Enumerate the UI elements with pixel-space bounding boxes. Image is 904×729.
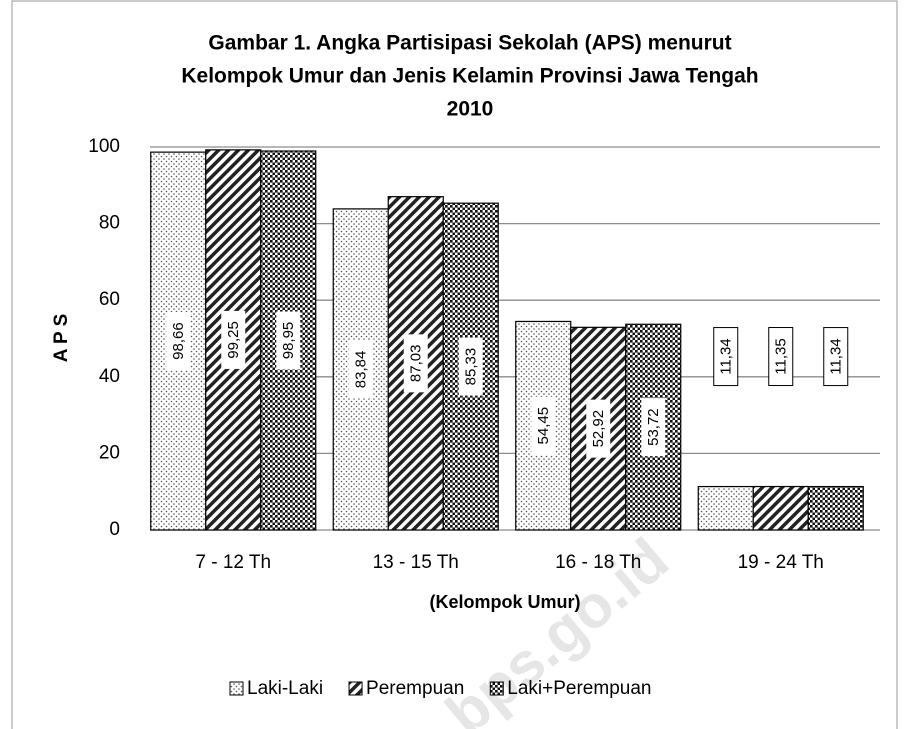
x-axis-label: (Kelompok Umur) xyxy=(429,592,580,612)
bar xyxy=(697,485,754,531)
data-label: 11,35 xyxy=(773,338,790,374)
data-label: 99,25 xyxy=(225,321,242,359)
data-label-box xyxy=(713,327,739,387)
data-label: 11,34 xyxy=(718,338,735,374)
y-tick-label: 60 xyxy=(99,289,120,310)
data-label-group: 85,33 xyxy=(458,337,483,396)
chart-title: Gambar 1. Angka Partisipasi Sekolah (APS… xyxy=(208,32,731,55)
y-tick-label: 100 xyxy=(88,136,120,157)
legend-label: Laki-Laki xyxy=(247,678,323,699)
data-label: 85,33 xyxy=(463,348,480,386)
data-label-box xyxy=(403,334,428,393)
data-label-group: 87,03 xyxy=(403,334,428,393)
data-label-group: 53,72 xyxy=(641,398,666,457)
frame xyxy=(11,0,898,729)
data-label-box xyxy=(768,327,794,387)
y-axis-label: A P S xyxy=(51,314,72,363)
bar xyxy=(752,485,809,531)
data-label-box xyxy=(586,399,611,458)
chart-title: Kelompok Umur dan Jenis Kelamin Provinsi… xyxy=(181,65,758,88)
data-label-group: 99,25 xyxy=(221,310,246,369)
data-label-box xyxy=(458,337,483,396)
legend-swatch xyxy=(229,681,244,696)
data-label: 87,03 xyxy=(408,345,425,383)
data-label: 52,92 xyxy=(590,410,607,448)
legend-swatch xyxy=(348,681,363,696)
y-tick-label: 40 xyxy=(99,366,120,387)
data-label: 98,66 xyxy=(170,322,187,360)
data-label-group: 11,35 xyxy=(768,327,794,387)
data-label-box xyxy=(166,312,191,371)
data-label-box xyxy=(221,310,246,369)
y-tick-label: 0 xyxy=(109,519,120,540)
legend-swatch xyxy=(489,681,504,696)
y-tick-label: 20 xyxy=(99,442,120,463)
legend-label: Perempuan xyxy=(366,678,464,699)
bar xyxy=(807,485,864,531)
data-label-group: 98,95 xyxy=(276,311,301,370)
data-label-group: 11,34 xyxy=(823,327,849,387)
data-label-box xyxy=(641,398,666,457)
data-label-box xyxy=(348,340,373,399)
y-tick-label: 80 xyxy=(99,213,120,234)
data-label: 98,95 xyxy=(280,322,297,360)
data-label-group: 83,84 xyxy=(348,340,373,399)
data-label-box xyxy=(823,327,849,387)
data-label: 11,34 xyxy=(828,338,845,374)
chart-title: 2010 xyxy=(447,98,494,121)
data-label-group: 52,92 xyxy=(586,399,611,458)
x-tick-label: 13 - 15 Th xyxy=(373,552,459,573)
data-label-box xyxy=(531,396,556,455)
legend-label: Laki+Perempuan xyxy=(507,678,651,699)
data-label-group: 11,34 xyxy=(713,327,739,387)
data-label-group: 54,45 xyxy=(531,396,556,455)
data-label: 53,72 xyxy=(645,408,662,446)
x-tick-label: 16 - 18 Th xyxy=(555,552,641,573)
data-label-box xyxy=(276,311,301,370)
x-tick-label: 7 - 12 Th xyxy=(195,552,271,573)
data-label: 83,84 xyxy=(353,351,370,389)
x-tick-label: 19 - 24 Th xyxy=(738,552,824,573)
data-label: 54,45 xyxy=(535,407,552,445)
data-label-group: 98,66 xyxy=(166,312,191,371)
